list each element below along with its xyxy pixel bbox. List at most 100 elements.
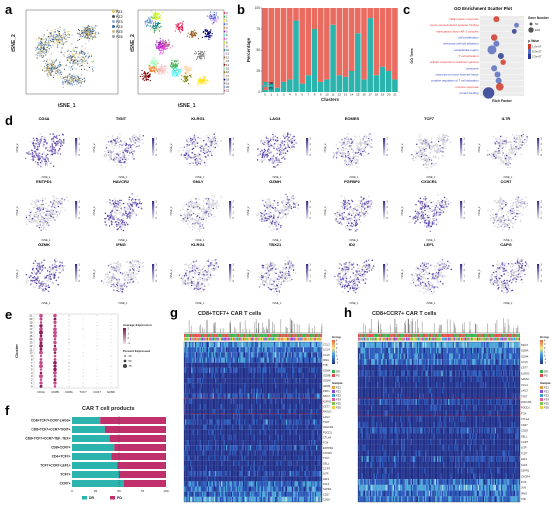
expression-colorbar (229, 138, 232, 156)
group-annotation (436, 334, 438, 337)
sample-annotation (391, 337, 393, 341)
group-annotation (277, 334, 279, 337)
legend-label: PZ2 (116, 15, 123, 19)
colorbar-tick: 3 (156, 201, 158, 204)
sample-annotation (320, 337, 322, 341)
sample-annotation (283, 337, 285, 341)
sample-annotation (188, 337, 190, 341)
cluster-legend-swatch (223, 75, 226, 77)
sample-annotation (503, 337, 505, 341)
x-axis-label: Rich Factor (492, 99, 512, 103)
sample-legend-label: PZ2 (336, 390, 341, 394)
sample-annotation (194, 337, 196, 341)
colorbar-tick: 1 (544, 351, 546, 354)
sample-annotation (293, 337, 295, 341)
dot (82, 332, 84, 333)
gene-tick: CD8A (65, 390, 73, 394)
dot (110, 335, 112, 337)
gene-row-label: GZMH (521, 377, 529, 381)
x-tick-label: 21 (393, 93, 397, 97)
sample-annotation (390, 337, 392, 341)
group-annotation (431, 334, 433, 337)
sample-annotation (487, 337, 489, 341)
panel-label-c: c (403, 2, 411, 17)
dot (53, 360, 57, 365)
feature-y-label: tSNE_2 (246, 143, 250, 152)
cluster-tick: 10 (29, 351, 33, 355)
colorbar-tick: 3 (233, 264, 235, 267)
group-annotation (485, 334, 487, 337)
group-annotation (313, 334, 315, 337)
sample-annotation (263, 337, 265, 341)
cluster-legend-label: 0 (226, 11, 228, 15)
group-annotation (311, 334, 313, 337)
group-legend-label: PD (336, 374, 340, 378)
group-annotation (458, 334, 460, 337)
sample-annotation (469, 337, 471, 341)
group-annotation (418, 334, 420, 337)
dot (39, 347, 43, 351)
cluster-legend-swatch (223, 34, 226, 37)
group-annotation (246, 334, 248, 337)
group-annotation (487, 334, 489, 337)
colorbar-tick: 2 (544, 347, 546, 350)
group-annotation (258, 334, 260, 337)
cluster-legend-swatch (223, 26, 226, 29)
group-annotation (215, 334, 217, 337)
feature-plot-canvas: tSNE_2 tSNE_1 3 2 1 0 (477, 257, 543, 305)
colorbar-tick: 0 (387, 217, 389, 220)
sample-annotation (515, 337, 517, 341)
x-axis-label: Clusters (321, 97, 340, 102)
sample-annotation (475, 337, 477, 341)
colorbar-tick: 3 (387, 201, 389, 204)
group-annotation (466, 334, 468, 337)
colorbar-tick: 2 (156, 206, 158, 209)
sample-annotation (418, 337, 420, 341)
dot (96, 375, 98, 377)
group-annotation (401, 334, 403, 337)
sample-annotation (466, 337, 468, 341)
sample-annotation (360, 337, 362, 341)
sample-annotation (228, 337, 230, 341)
sample-annotation (211, 337, 213, 341)
gene-row-label: LAG3 (521, 389, 528, 393)
x-tick-label: 16 (362, 93, 366, 97)
sample-annotation (317, 337, 319, 341)
group-annotation (319, 334, 321, 337)
go-term-label: lysosome (466, 66, 479, 70)
feature-plot-klrg1: KLRG1 tSNE_2 tSNE_1 3 2 1 0 (168, 116, 245, 179)
cluster-tick: 13 (29, 341, 33, 345)
group-annotation (193, 334, 195, 337)
cluster-legend-swatch (223, 56, 226, 59)
legend-label: PZ3 (116, 20, 123, 24)
dot (82, 368, 84, 371)
sample-annotation (473, 337, 475, 341)
group-annotation (259, 334, 261, 337)
legend-avg-title: Average Expression (123, 323, 152, 327)
sample-annotation (386, 337, 388, 341)
gene-row-label: CST7 (323, 405, 330, 409)
cluster-legend-swatch (223, 71, 226, 74)
colorbar-tick: 4 (336, 340, 338, 343)
dot (68, 355, 70, 357)
group-legend-swatch (540, 370, 543, 373)
category-label: CD8+TCF7+CCR7-TIGIT+ (31, 428, 70, 432)
dot (53, 364, 57, 368)
legend-swatch (112, 10, 115, 13)
group-annotation (199, 334, 201, 337)
colorbar-tick: 0 (541, 217, 543, 220)
x-tick-label: 0 (71, 489, 73, 493)
dot (110, 325, 112, 327)
group-annotation (203, 334, 205, 337)
x-tick-label: 17 (369, 93, 373, 97)
sample-annotation (456, 337, 458, 341)
group-annotation (472, 334, 474, 337)
sample-legend-swatch (332, 398, 335, 401)
sample-legend-label: PZ1 (336, 386, 341, 390)
sample-annotation (367, 337, 369, 341)
feature-plot-canvas: tSNE_2 tSNE_1 3 2 1 0 (246, 131, 312, 179)
sample-annotation (514, 337, 516, 341)
sample-annotation (451, 337, 453, 341)
sample-annotation (478, 337, 480, 341)
